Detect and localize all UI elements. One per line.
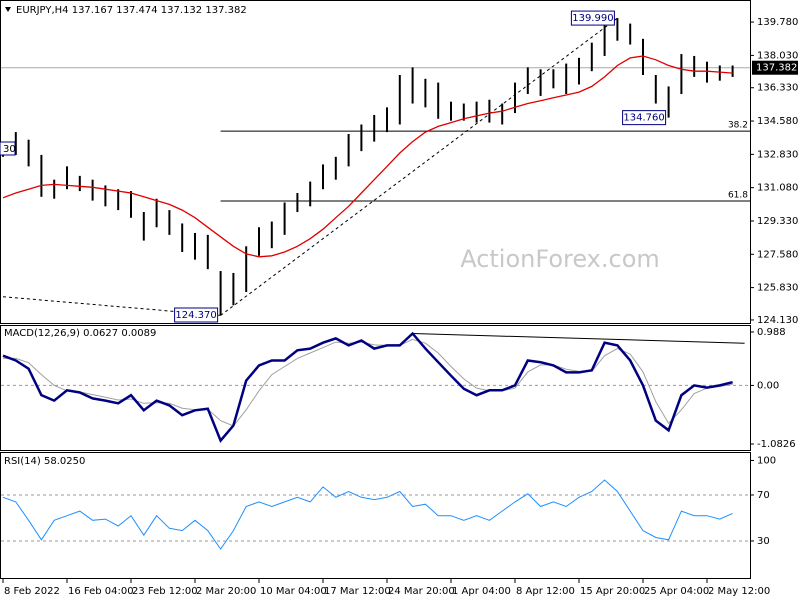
y-tick-label: 139.780: [757, 17, 798, 28]
watermark: ActionForex.com: [460, 245, 660, 273]
y-tick-label: 136.330: [757, 83, 798, 94]
moving-average: [2, 55, 733, 258]
annotation: 124.370: [175, 310, 216, 321]
panel-header: EURJPY,H4 137.167 137.474 137.132 137.38…: [16, 5, 247, 16]
y-tick-label: 70: [757, 490, 770, 501]
header-value: EURJPY,H4: [16, 5, 69, 16]
header-value: 137.474: [116, 5, 157, 16]
x-tick-label: 16 Feb 04:00: [68, 586, 134, 597]
trend-line: [412, 332, 745, 344]
header-value: 137.132: [161, 5, 202, 16]
y-tick-label: 100: [757, 455, 776, 466]
x-tick-label: 2 Mar 20:00: [196, 586, 256, 597]
menu-icon: [5, 7, 11, 12]
y-tick-label: 129.330: [757, 216, 798, 227]
x-tick-label: 8 Apr 12:00: [516, 586, 575, 597]
header-value: 137.167: [72, 5, 113, 16]
price-box: [752, 60, 798, 75]
x-tick-label: 2 May 12:00: [708, 586, 770, 597]
y-tick-label: 125.830: [757, 283, 798, 294]
fib-label: 61.8: [728, 190, 748, 200]
annotation-box: [622, 110, 667, 126]
x-tick-label: 1 Apr 04:00: [452, 586, 511, 597]
y-tick-label: 132.830: [757, 149, 798, 160]
macd-panel: [0, 325, 751, 451]
x-tick-label: 23 Feb 12:00: [132, 586, 198, 597]
fib-base: [220, 17, 618, 316]
y-tick-label: 124.130: [757, 315, 798, 326]
rsi-panel: [0, 452, 751, 579]
x-tick-label: 8 Feb 2022: [4, 586, 60, 597]
cut-label: 30: [3, 144, 16, 155]
rsi-line: [2, 479, 733, 550]
panel-header: RSI(14) 58.0250: [4, 456, 85, 467]
y-tick-label: 0.988: [757, 327, 786, 338]
header-value: 0.0089: [121, 328, 156, 339]
y-tick-label: 134.580: [757, 116, 798, 127]
y-tick-label: 0.00: [757, 380, 779, 391]
header-value: MACD(12,26,9): [4, 328, 80, 339]
cut-label-box: [0, 141, 16, 156]
x-tick-label: 24 Mar 20:00: [388, 586, 455, 597]
y-tick-label: 127.580: [757, 249, 798, 260]
y-tick-label: 30: [757, 536, 770, 547]
macd-line: [2, 331, 733, 443]
header-value: 58.0250: [44, 456, 85, 467]
y-tick-label: 131.080: [757, 183, 798, 194]
x-tick-label: 25 Apr 04:00: [644, 586, 709, 597]
annotation: 134.760: [623, 113, 664, 124]
fib-label: 38.2: [728, 121, 748, 131]
y-tick-label: -1.0826: [757, 439, 796, 450]
annotation: 139.990: [572, 13, 613, 24]
annotation-box: [174, 307, 219, 323]
price-box-label: 137.382: [756, 63, 797, 74]
header-value: 0.0627: [83, 328, 118, 339]
main-panel: [0, 0, 751, 324]
annotation-box: [570, 10, 615, 26]
x-tick-label: 17 Mar 12:00: [324, 586, 391, 597]
layer: ActionForex.com 139.780 138.030 136.330 134.…: [1, 5, 798, 597]
x-tick-label: 10 Mar 04:00: [260, 586, 327, 597]
x-tick-label: 15 Apr 20:00: [580, 586, 645, 597]
y-tick-label: 138.030: [757, 50, 798, 61]
header-value: RSI(14): [4, 456, 41, 467]
panel-header: MACD(12,26,9) 0.0627 0.0089: [4, 328, 156, 339]
header-value: 137.382: [205, 5, 246, 16]
